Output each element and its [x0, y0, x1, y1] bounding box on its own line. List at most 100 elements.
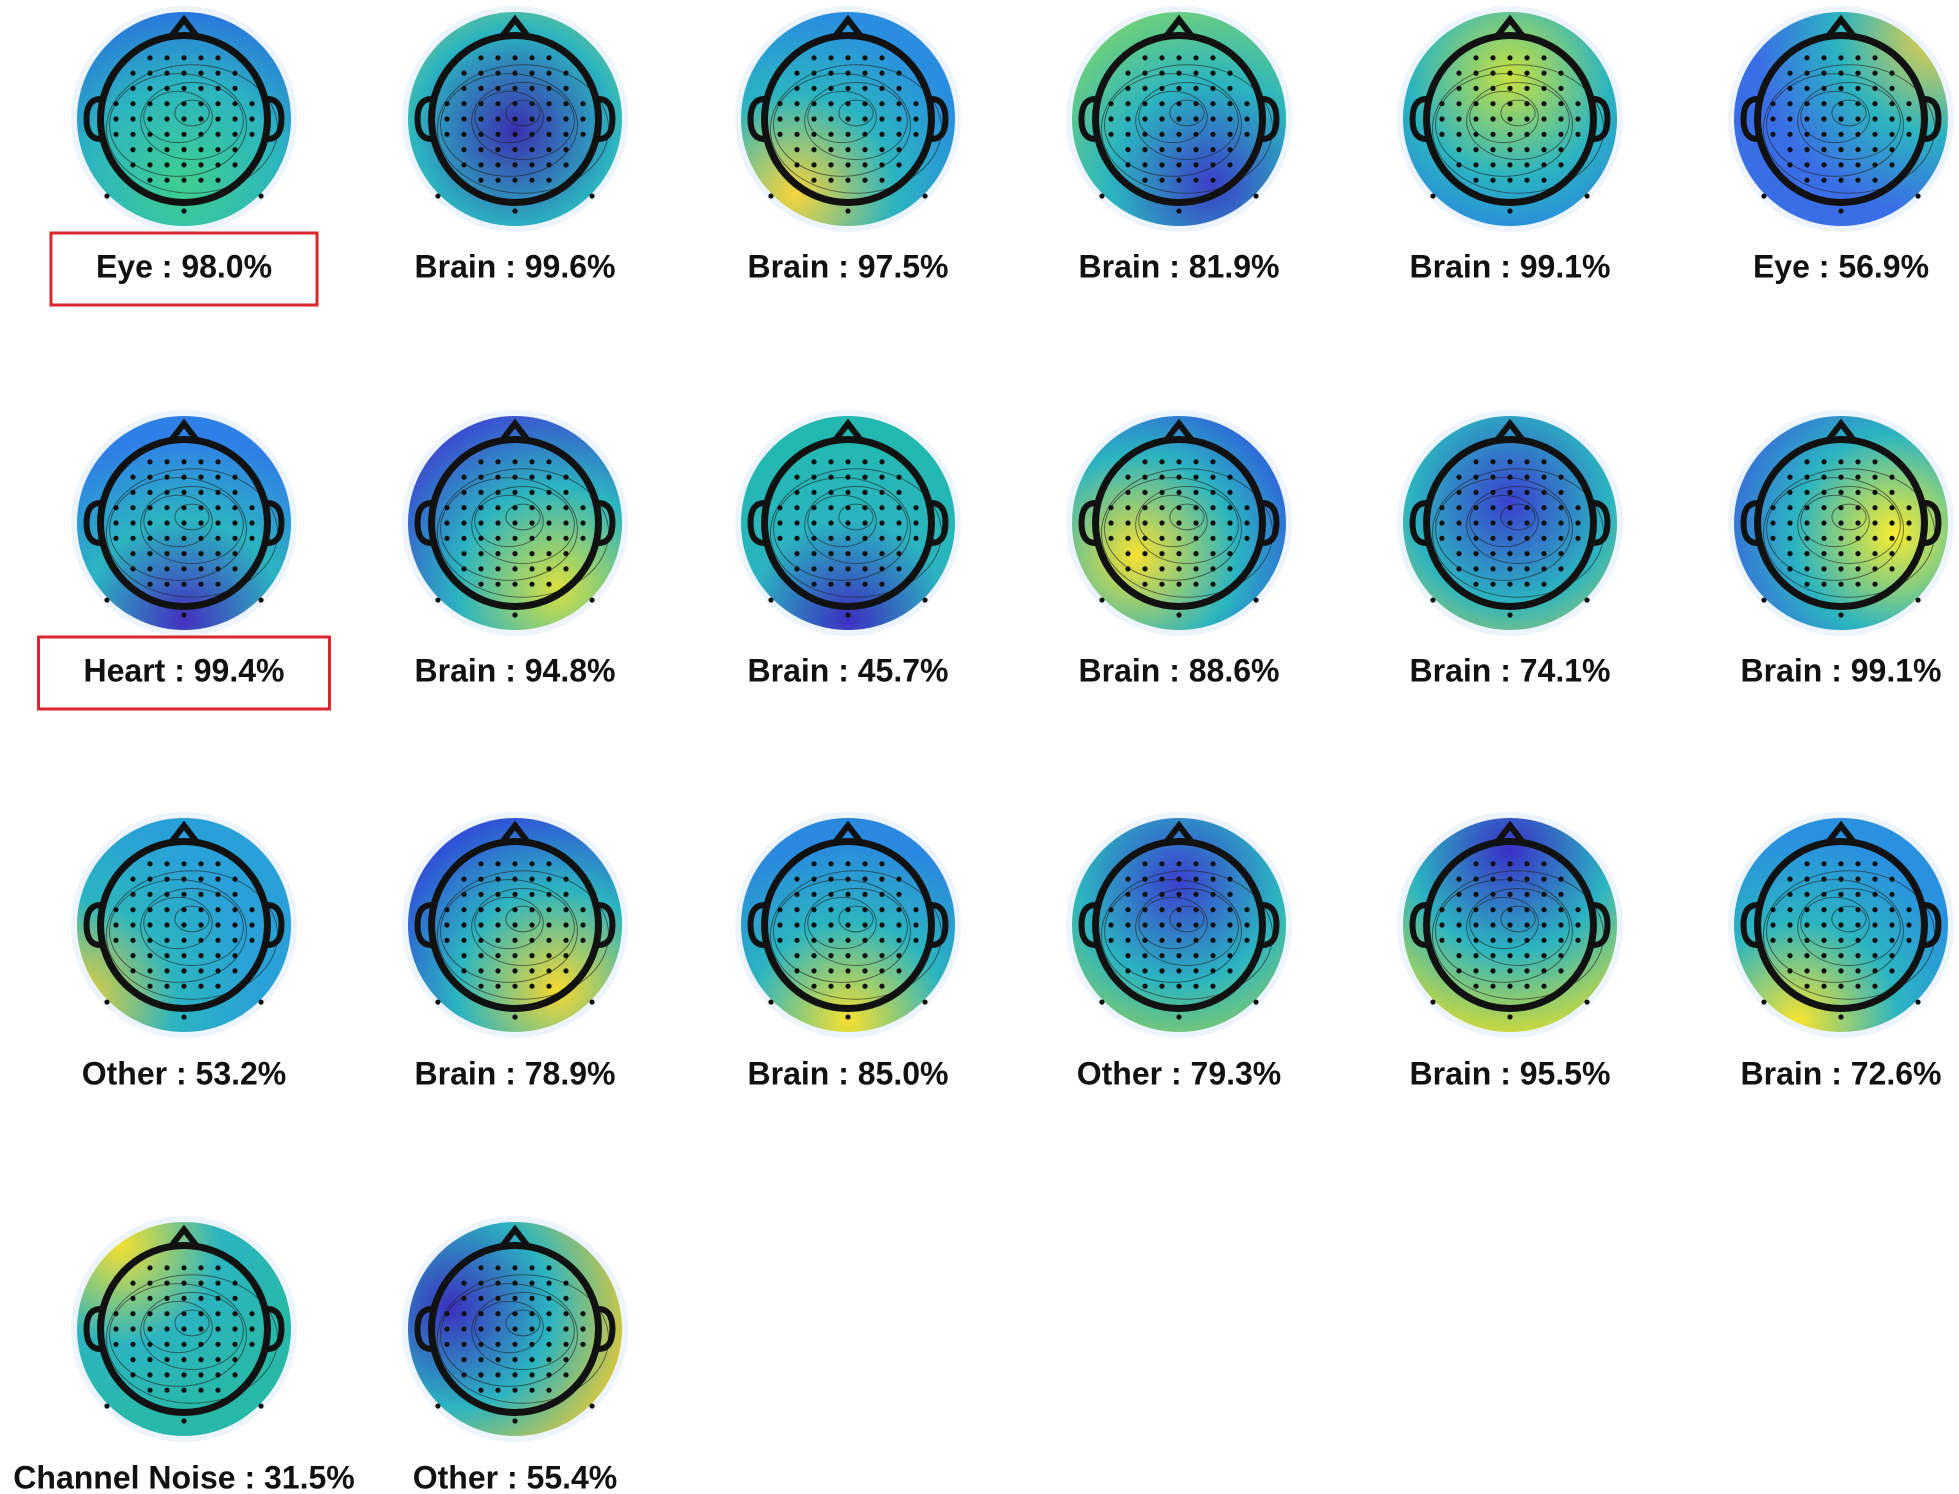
electrode	[862, 85, 868, 91]
electrode	[1176, 505, 1182, 511]
electrode	[1838, 55, 1844, 61]
electrode	[1855, 566, 1861, 572]
ear-left	[1078, 96, 1096, 142]
electrode	[794, 937, 800, 943]
contour	[174, 905, 210, 933]
electrode	[1770, 131, 1776, 137]
electrode	[1142, 489, 1148, 495]
electrode	[546, 520, 552, 526]
electrode	[181, 1341, 187, 1347]
electrode	[1575, 907, 1581, 913]
topomap	[71, 812, 297, 1038]
component-label: Brain : 95.5%	[1410, 1055, 1611, 1091]
electrode	[113, 1341, 119, 1347]
electrode	[896, 551, 902, 557]
electrode	[478, 861, 484, 867]
electrode	[113, 1311, 119, 1317]
electrode	[794, 968, 800, 974]
electrode	[777, 907, 783, 913]
electrode	[879, 147, 885, 153]
electrode	[1125, 116, 1131, 122]
electrode	[1889, 101, 1895, 107]
electrode	[811, 116, 817, 122]
electrode	[1125, 876, 1131, 882]
electrode	[1227, 116, 1233, 122]
electrode	[845, 907, 851, 913]
electrode	[1855, 162, 1861, 168]
topomap	[1728, 812, 1954, 1038]
electrode	[828, 937, 834, 943]
electrode	[512, 876, 518, 882]
electrode	[232, 1326, 238, 1332]
electrode	[1889, 505, 1895, 511]
electrode	[1804, 968, 1810, 974]
highlight-box	[37, 635, 331, 711]
electrode	[811, 520, 817, 526]
electrode	[495, 937, 501, 943]
contour	[1797, 81, 1901, 161]
electrode	[1473, 70, 1479, 76]
electrode	[546, 566, 552, 572]
electrode	[1159, 116, 1165, 122]
electrode	[1804, 520, 1810, 526]
electrode	[546, 876, 552, 882]
electrode	[198, 861, 204, 867]
electrode	[1099, 999, 1105, 1005]
electrode	[249, 520, 255, 526]
electrode	[461, 1326, 467, 1332]
electrode	[478, 520, 484, 526]
electrode	[1507, 891, 1513, 898]
electrode	[1872, 147, 1878, 153]
electrode	[495, 922, 501, 928]
electrode	[495, 535, 501, 541]
electrode	[563, 131, 569, 137]
electrode	[1558, 520, 1564, 526]
electrode	[1524, 70, 1530, 76]
electrode	[529, 162, 535, 168]
electrode	[1176, 131, 1182, 137]
electrode	[1821, 535, 1827, 541]
electrode	[1855, 55, 1861, 61]
contour	[1135, 887, 1239, 967]
electrode	[563, 474, 569, 480]
electrode	[1558, 162, 1564, 168]
electrode	[1821, 85, 1827, 91]
ear-left	[414, 1306, 432, 1352]
electrode	[1541, 581, 1547, 587]
electrode	[461, 907, 467, 913]
electrode	[113, 520, 119, 526]
component-label: Brain : 88.6%	[1079, 652, 1280, 688]
electrode	[1855, 131, 1861, 137]
electrode	[495, 116, 501, 122]
electrode	[1524, 147, 1530, 153]
electrode	[828, 162, 834, 168]
electrode	[181, 1326, 187, 1332]
electrode	[1159, 922, 1165, 928]
electrode	[828, 535, 834, 541]
electrode	[1193, 968, 1199, 974]
electrode	[529, 131, 535, 137]
electrode	[879, 177, 885, 183]
ear-right	[598, 902, 616, 948]
electrode	[232, 489, 238, 495]
electrode	[1473, 876, 1479, 882]
electrode	[1456, 489, 1462, 495]
electrode	[1159, 907, 1165, 913]
electrode	[1159, 70, 1165, 76]
electrode	[495, 1311, 501, 1317]
head-outline	[761, 32, 935, 206]
electrode	[1889, 520, 1895, 526]
electrode	[879, 968, 885, 974]
electrode	[113, 505, 119, 511]
contour	[140, 1291, 244, 1371]
electrode	[1125, 505, 1131, 511]
electrode	[811, 566, 817, 572]
electrode	[1142, 581, 1148, 587]
electrode	[461, 85, 467, 91]
contour	[1831, 905, 1867, 933]
electrode	[1804, 581, 1810, 587]
nose	[167, 820, 201, 846]
electrode	[215, 162, 221, 168]
electrode	[478, 177, 484, 183]
electrode	[1872, 953, 1878, 959]
